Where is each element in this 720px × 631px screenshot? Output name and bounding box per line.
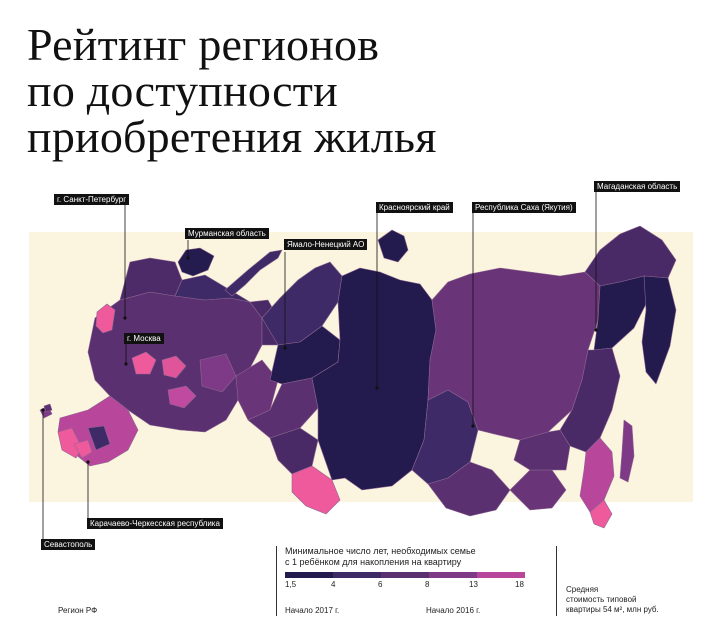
legend-swatch-1 (285, 572, 333, 578)
region-altai-pink (291, 465, 341, 515)
region-central-pink (161, 355, 187, 379)
legend-tick: 18 (515, 580, 524, 589)
legend-swatch-4 (429, 572, 477, 578)
region-kchr (73, 439, 93, 459)
callout-krasnoyarsk: Красноярский край (376, 202, 453, 213)
callout-spb: г. Санкт-Петербург (54, 194, 130, 205)
legend-swatch-5 (477, 572, 525, 578)
legend-tick: 4 (331, 580, 336, 589)
region-novaya-zemlya (224, 249, 283, 297)
region-moscow (131, 351, 157, 375)
callout-sevastopol: Севастополь (41, 539, 96, 550)
callout-magadan: Магаданская область (594, 181, 681, 192)
legend-tick: 8 (425, 580, 430, 589)
callout-murmansk: Мурманская область (185, 228, 269, 239)
legend: Минимальное число лет, необходимых семье… (285, 546, 525, 592)
legend-divider-left (276, 546, 277, 616)
region-sakhalin (619, 419, 635, 483)
region-central-mid (167, 385, 197, 409)
region-magadan (593, 275, 649, 351)
region-murmansk (177, 247, 215, 277)
region-zabaykalsky (509, 469, 567, 511)
legend-ticks: 1,5 4 6 8 13 18 (285, 578, 525, 592)
callout-kchr: Карачаево-Черкесская республика (87, 518, 223, 529)
legend-title-line-2: с 1 ребёнком для накопления на квартиру (285, 557, 462, 567)
region-chukotka (584, 225, 677, 287)
legend-color-bar (285, 572, 525, 578)
price-note-line-1: Средняя (566, 585, 599, 594)
legend-swatch-3 (381, 572, 429, 578)
footer-start-2016: Начало 2016 г. (426, 606, 481, 615)
title-line-1: Рейтинг регионов (27, 19, 380, 70)
footer-start-2017: Начало 2017 г. (285, 606, 340, 615)
region-kamchatka (641, 275, 677, 385)
page-title: Рейтинг регионов по доступности приобрет… (27, 22, 437, 160)
region-taimyr-island (377, 229, 409, 263)
legend-title: Минимальное число лет, необходимых семье… (285, 546, 525, 568)
callout-moscow: г. Москва (124, 333, 164, 344)
region-spb (95, 303, 116, 334)
price-note-line-3: квартиры 54 м², млн руб. (566, 605, 659, 614)
legend-swatch-2 (333, 572, 381, 578)
legend-title-line-1: Минимальное число лет, необходимых семье (285, 546, 476, 556)
region-stavropol (87, 425, 111, 451)
region-amur (513, 429, 571, 471)
price-note-line-2: стоимость типовой (566, 595, 637, 604)
region-primorye-south (589, 499, 613, 529)
footer-price-note: Средняя стоимость типовой квартиры 54 м²… (566, 585, 706, 615)
region-volga (199, 353, 237, 393)
footer-region-label: Регион РФ (58, 606, 98, 615)
region-kaliningrad (43, 403, 53, 413)
title-line-2: по доступности (27, 65, 338, 116)
legend-tick: 6 (378, 580, 383, 589)
callout-yakutia: Республика Саха (Якутия) (472, 202, 576, 213)
legend-tick: 13 (469, 580, 478, 589)
callout-yamal: Ямало-Ненецкий АО (284, 239, 368, 250)
region-karelia (119, 257, 183, 301)
legend-tick: 1,5 (285, 580, 297, 589)
title-line-3: приобретения жилья (27, 111, 437, 162)
legend-divider-right (556, 546, 557, 616)
